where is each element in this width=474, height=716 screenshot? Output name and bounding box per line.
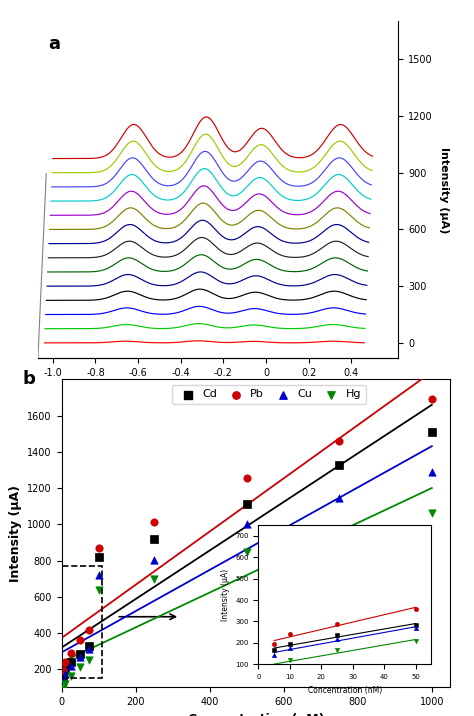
Point — [76, 662, 84, 673]
Point — [76, 634, 84, 646]
Text: b: b — [23, 370, 36, 388]
X-axis label: Potential (V) vs. SCE: Potential (V) vs. SCE — [154, 383, 283, 393]
Point — [412, 622, 419, 634]
Point — [243, 473, 250, 484]
Point — [286, 643, 293, 654]
Point — [95, 551, 102, 563]
Point — [86, 654, 93, 666]
Point — [336, 459, 343, 470]
Point — [62, 668, 69, 679]
Y-axis label: Intensity (μA): Intensity (μA) — [9, 485, 22, 582]
Point — [270, 649, 278, 660]
Point — [243, 518, 250, 530]
Point — [62, 657, 69, 668]
Point — [333, 633, 341, 644]
Point — [86, 640, 93, 652]
Point — [270, 644, 278, 656]
Point — [95, 542, 102, 553]
Point — [150, 516, 158, 528]
Point — [60, 674, 67, 685]
Point — [336, 525, 343, 536]
Point — [336, 493, 343, 504]
Point — [428, 466, 436, 478]
Point — [150, 573, 158, 584]
Point — [86, 644, 93, 655]
Point — [60, 664, 67, 676]
Point — [286, 629, 293, 640]
X-axis label: Concentration (nM): Concentration (nM) — [188, 712, 324, 716]
Point — [60, 670, 67, 682]
Point — [428, 508, 436, 519]
Point — [76, 651, 84, 662]
Point — [412, 635, 419, 647]
Point — [333, 644, 341, 656]
Point — [67, 647, 75, 659]
Point — [333, 629, 341, 641]
Point — [412, 619, 419, 631]
Point — [150, 533, 158, 545]
Point — [412, 603, 419, 614]
Bar — [62, 566, 101, 678]
Point — [95, 569, 102, 581]
Point — [428, 394, 436, 405]
Point — [286, 639, 293, 650]
Point — [76, 648, 84, 659]
Point — [67, 657, 75, 668]
Point — [243, 546, 250, 558]
Point — [270, 661, 278, 672]
Point — [67, 660, 75, 672]
Point — [60, 684, 67, 695]
Point — [270, 639, 278, 650]
Point — [286, 654, 293, 666]
Y-axis label: Intensity (μA): Intensity (μA) — [220, 569, 229, 621]
X-axis label: Concentration (nM): Concentration (nM) — [308, 686, 382, 695]
Point — [86, 624, 93, 636]
Legend: Cd, Pb, Cu, Hg: Cd, Pb, Cu, Hg — [172, 385, 365, 404]
Point — [150, 554, 158, 566]
Point — [428, 426, 436, 437]
Text: a: a — [49, 35, 61, 53]
Point — [333, 618, 341, 629]
Point — [67, 670, 75, 682]
Point — [62, 664, 69, 676]
Point — [62, 678, 69, 690]
Point — [95, 584, 102, 595]
Y-axis label: Intensity (μA): Intensity (μA) — [439, 147, 449, 233]
Point — [243, 499, 250, 511]
Point — [336, 435, 343, 447]
